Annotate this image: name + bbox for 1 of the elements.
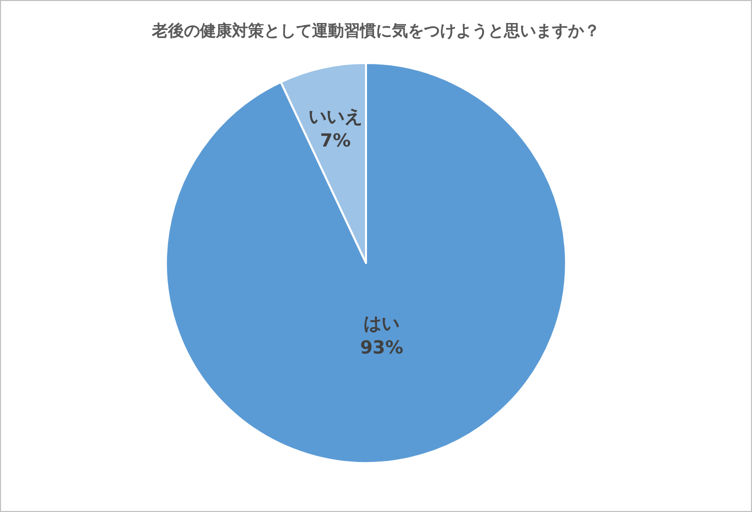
title: 老後の健康対策として運動習慣に気をつけようと思いますか？ [152,21,600,40]
